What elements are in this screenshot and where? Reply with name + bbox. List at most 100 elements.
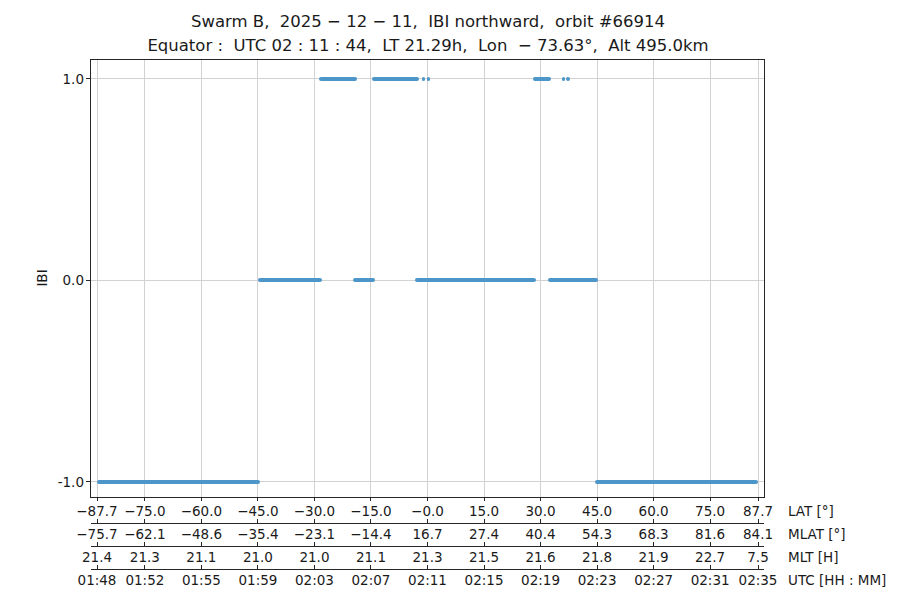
x-tick-mark: [710, 542, 711, 546]
x-tick-mark: [758, 542, 759, 546]
x-tick-mark: [97, 542, 98, 546]
x-tick-label-lat: −60.0: [181, 501, 222, 521]
y-tick-label: 1.0: [38, 69, 84, 89]
plot-frame: [90, 59, 765, 498]
x-tick-mark: [540, 519, 541, 523]
x-tick-mark: [201, 519, 202, 523]
x-axis-unit-label-utc: UTC [HH : MM]: [788, 570, 886, 590]
x-tick-mark: [427, 519, 428, 523]
x-tick-label-mlat: −14.4: [350, 524, 391, 544]
x-tick-label-mlat: 81.6: [695, 524, 725, 544]
x-tick-mark: [257, 519, 258, 523]
x-tick-mark: [758, 565, 759, 569]
x-tick-label-lat: 15.0: [469, 501, 499, 521]
x-tick-label-mlat: −62.1: [124, 524, 165, 544]
x-tick-label-mlat: 27.4: [469, 524, 499, 544]
chart-title: Swarm B, 2025 − 12 − 11, IBI northward, …: [91, 12, 765, 32]
x-tick-label-lat: −30.0: [294, 501, 335, 521]
x-tick-label-utc: 02:03: [295, 570, 334, 590]
x-tick-mark: [758, 519, 759, 523]
x-tick-label-utc: 02:19: [521, 570, 560, 590]
figure-canvas: Swarm B, 2025 − 12 − 11, IBI northward, …: [0, 0, 900, 600]
x-tick-mark: [653, 519, 654, 523]
x-tick-label-lat: −15.0: [350, 501, 391, 521]
x-tick-label-lat: −45.0: [237, 501, 278, 521]
x-tick-label-mlat: 54.3: [582, 524, 612, 544]
x-tick-label-utc: 02:23: [578, 570, 617, 590]
x-tick-label-utc: 02:27: [634, 570, 673, 590]
x-tick-label-lat: 60.0: [639, 501, 669, 521]
x-tick-mark: [314, 542, 315, 546]
x-tick-label-mlt: 21.6: [526, 547, 556, 567]
x-tick-mark: [597, 565, 598, 569]
x-tick-label-mlt: 21.1: [186, 547, 216, 567]
x-tick-mark: [710, 519, 711, 523]
x-tick-mark: [144, 565, 145, 569]
x-tick-label-mlt: 21.0: [243, 547, 273, 567]
x-tick-mark: [540, 565, 541, 569]
x-tick-mark: [201, 542, 202, 546]
y-tick-mark: [86, 78, 90, 79]
x-tick-mark: [484, 542, 485, 546]
x-tick-mark: [370, 542, 371, 546]
x-tick-label-mlat: 40.4: [526, 524, 556, 544]
x-tick-label-mlt: 21.3: [130, 547, 160, 567]
x-tick-mark: [97, 565, 98, 569]
x-tick-label-lat: −75.0: [124, 501, 165, 521]
x-tick-mark: [370, 519, 371, 523]
x-tick-label-lat: 45.0: [582, 501, 612, 521]
x-tick-mark: [597, 542, 598, 546]
x-axis-unit-label-mlt: MLT [H]: [788, 547, 839, 567]
x-tick-mark: [597, 519, 598, 523]
chart-subtitle: Equator : UTC 02 : 11 : 44, LT 21.29h, L…: [91, 36, 765, 56]
x-tick-label-mlt: 21.4: [82, 547, 112, 567]
x-axis-unit-label-lat: LAT [°]: [788, 501, 834, 521]
x-tick-label-lat: 75.0: [695, 501, 725, 521]
x-tick-label-mlt: 7.5: [747, 547, 768, 567]
x-tick-label-lat: −0.0: [411, 501, 444, 521]
x-tick-label-mlat: −35.4: [237, 524, 278, 544]
y-tick-mark: [86, 280, 90, 281]
x-tick-label-utc: 01:59: [238, 570, 277, 590]
x-tick-label-mlt: 21.0: [299, 547, 329, 567]
x-tick-label-utc: 02:07: [352, 570, 391, 590]
x-tick-label-utc: 02:35: [739, 570, 778, 590]
x-tick-mark: [257, 565, 258, 569]
x-tick-label-utc: 02:11: [408, 570, 447, 590]
x-tick-mark: [484, 565, 485, 569]
x-tick-label-mlat: 16.7: [412, 524, 442, 544]
x-tick-mark: [257, 542, 258, 546]
x-tick-label-lat: 87.7: [743, 501, 773, 521]
x-tick-mark: [653, 565, 654, 569]
x-tick-label-mlat: −48.6: [181, 524, 222, 544]
x-tick-mark: [710, 565, 711, 569]
x-tick-mark: [144, 519, 145, 523]
x-tick-mark: [427, 565, 428, 569]
x-tick-mark: [370, 565, 371, 569]
x-tick-mark: [144, 542, 145, 546]
x-tick-label-mlat: 84.1: [743, 524, 773, 544]
x-tick-label-mlat: −75.7: [76, 524, 117, 544]
x-tick-label-utc: 02:31: [691, 570, 730, 590]
y-tick-label: -1.0: [38, 472, 84, 492]
x-tick-label-utc: 01:48: [78, 570, 117, 590]
x-tick-label-mlt: 22.7: [695, 547, 725, 567]
x-tick-mark: [314, 519, 315, 523]
x-axis-unit-label-mlat: MLAT [°]: [788, 524, 846, 544]
x-tick-label-mlat: −23.1: [294, 524, 335, 544]
x-tick-label-mlat: 68.3: [639, 524, 669, 544]
x-tick-label-utc: 01:52: [125, 570, 164, 590]
x-tick-mark: [314, 565, 315, 569]
x-tick-mark: [653, 542, 654, 546]
x-tick-label-mlt: 21.1: [356, 547, 386, 567]
x-tick-mark: [484, 519, 485, 523]
x-tick-label-mlt: 21.9: [639, 547, 669, 567]
x-tick-label-mlt: 21.5: [469, 547, 499, 567]
x-tick-label-lat: −87.7: [76, 501, 117, 521]
x-tick-label-mlt: 21.3: [412, 547, 442, 567]
x-tick-mark: [427, 542, 428, 546]
x-tick-label-utc: 02:15: [465, 570, 504, 590]
x-tick-mark: [540, 542, 541, 546]
x-tick-label-mlt: 21.8: [582, 547, 612, 567]
x-tick-mark: [201, 565, 202, 569]
